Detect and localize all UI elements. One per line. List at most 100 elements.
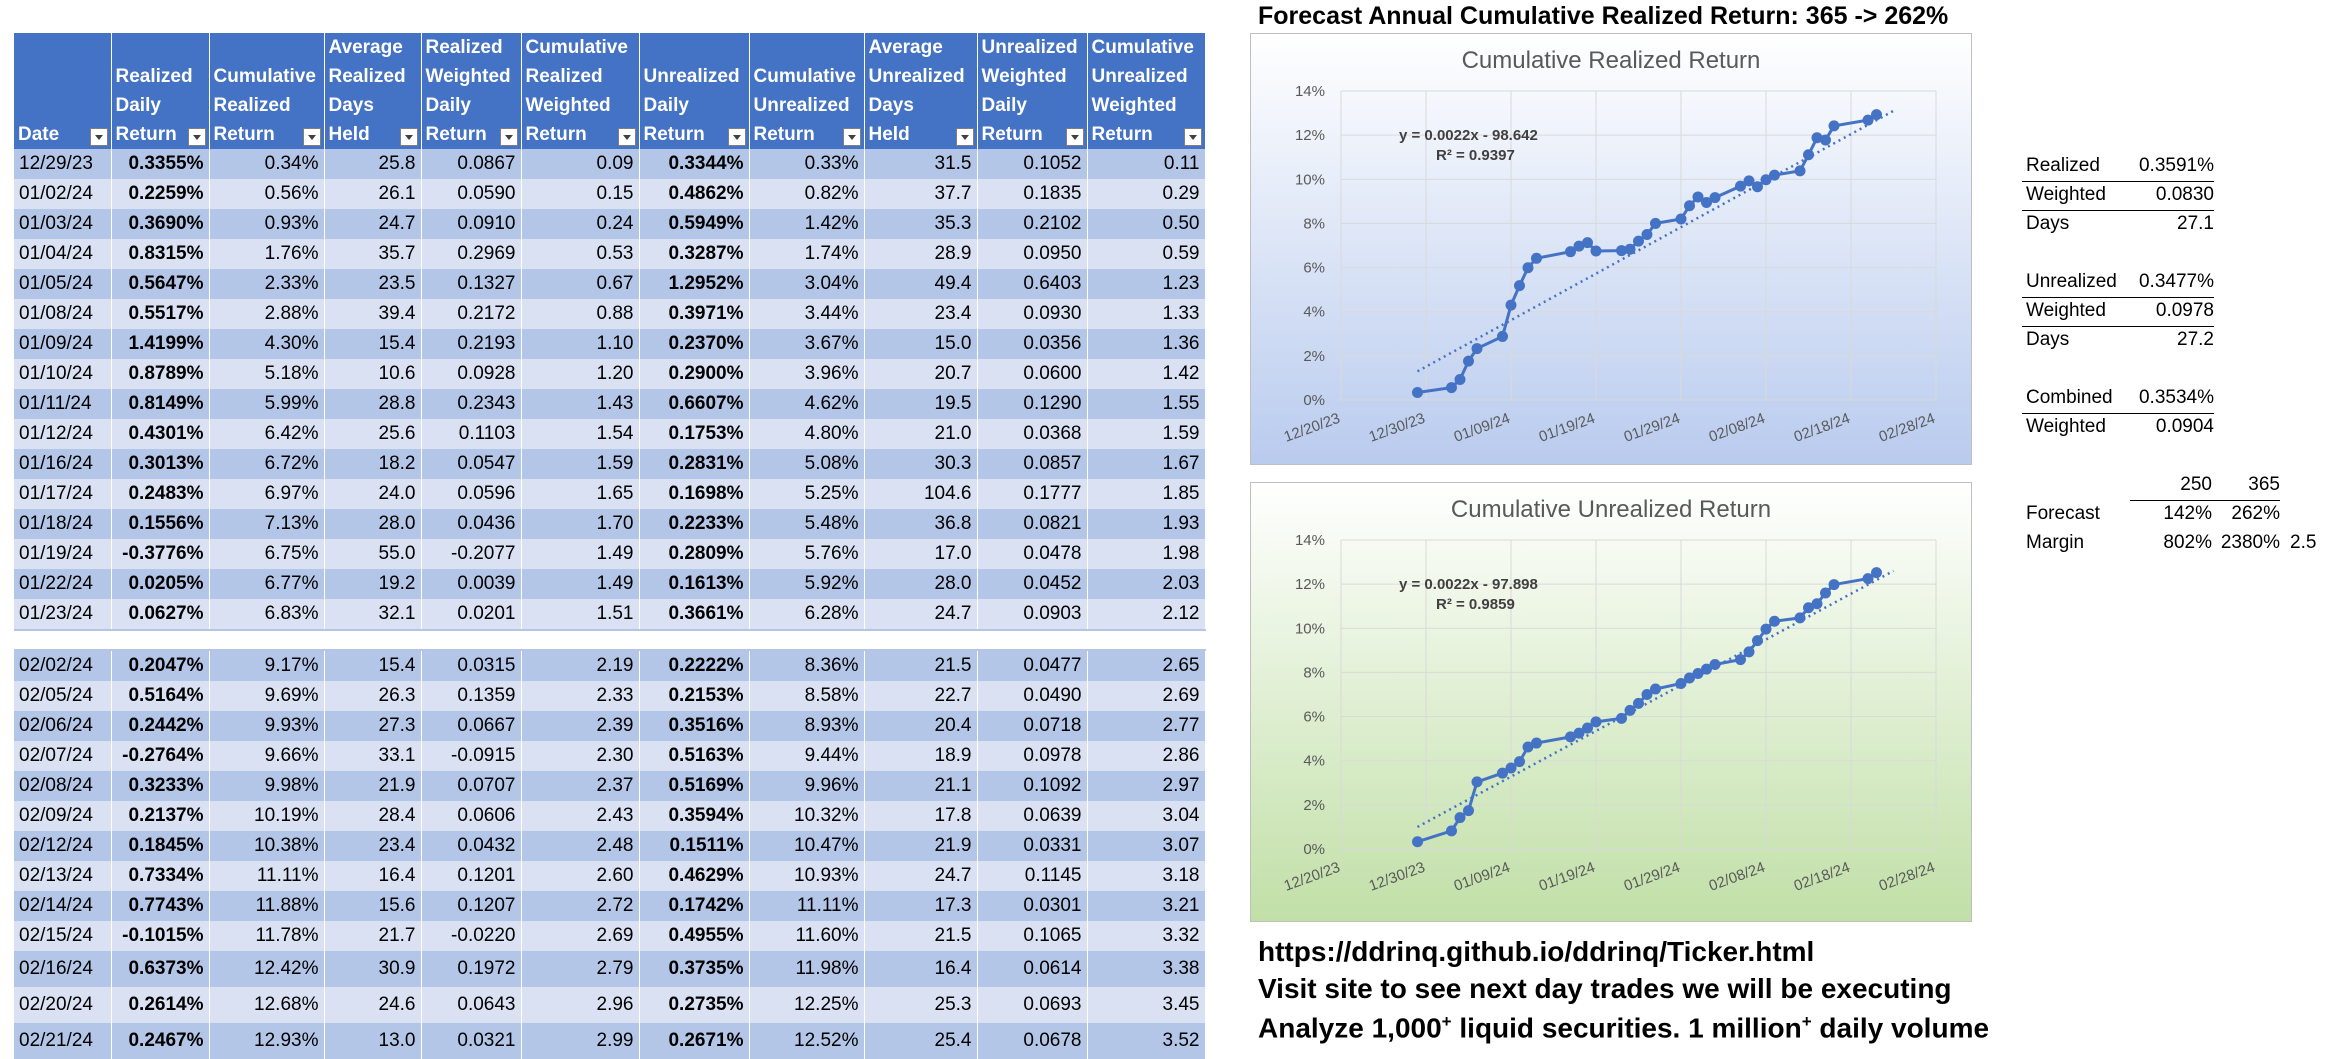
table-cell[interactable]: 23.4 [864,299,978,329]
table-cell[interactable]: 39.4 [324,299,422,329]
data-point[interactable] [1752,181,1763,193]
table-cell[interactable]: 0.0478 [977,539,1088,569]
table-cell[interactable]: 0.0590 [421,179,522,209]
table-cell[interactable]: 0.0978 [977,741,1088,771]
table-cell[interactable]: 0.2172 [421,299,522,329]
table-cell[interactable]: 0.4301% [111,419,210,449]
table-cell[interactable]: 1.49 [521,569,640,599]
table-cell[interactable]: 0.6403 [977,269,1088,299]
table-cell[interactable]: 0.0432 [421,831,522,861]
table-cell[interactable]: 3.45 [1087,987,1206,1023]
table-cell[interactable]: 24.0 [324,479,422,509]
table-cell[interactable]: 36.8 [864,509,978,539]
table-cell[interactable]: 0.82% [749,179,865,209]
data-point[interactable] [1794,612,1806,624]
table-cell[interactable]: 0.5647% [111,269,210,299]
table-cell[interactable]: 27.3 [324,711,422,741]
table-cell[interactable]: 17.8 [864,801,978,831]
table-cell[interactable]: 01/19/24 [14,539,112,569]
data-point[interactable] [1871,109,1882,121]
table-cell[interactable]: 0.3661% [639,599,750,630]
data-point[interactable] [1794,165,1806,177]
table-cell[interactable]: 0.1511% [639,831,750,861]
data-point[interactable] [1701,663,1712,675]
table-cell[interactable]: 12.25% [749,987,865,1023]
table-row[interactable]: 01/19/24 -0.3776% 6.75% 55.0 -0.2077 1.49 0.28… [14,539,1206,569]
data-point[interactable] [1650,217,1661,229]
table-cell[interactable]: 0.2831% [639,449,750,479]
table-cell[interactable]: 6.42% [209,419,325,449]
table-cell[interactable]: 15.4 [324,329,422,359]
table-cell[interactable]: 2.37 [521,771,640,801]
table-cell[interactable]: 0.1972 [421,951,522,987]
table-cell[interactable]: 2.65 [1087,650,1206,681]
table-cell[interactable]: 2.48 [521,831,640,861]
table-cell[interactable]: 28.4 [324,801,422,831]
data-point[interactable] [1412,836,1423,848]
data-point[interactable] [1701,196,1712,208]
table-cell[interactable]: 0.0490 [977,681,1088,711]
table-cell[interactable]: 0.1065 [977,921,1088,951]
table-cell[interactable]: 0.59 [1087,239,1206,269]
table-cell[interactable]: 02/05/24 [14,681,112,711]
table-cell[interactable]: 1.55 [1087,389,1206,419]
data-point[interactable] [1573,727,1585,739]
table-cell[interactable]: 28.0 [864,569,978,599]
table-cell[interactable]: 0.3355% [111,149,210,179]
table-cell[interactable]: 6.83% [209,599,325,630]
table-row[interactable]: 02/02/24 0.2047% 9.17% 15.4 0.0315 2.19 0.2222… [14,650,1206,681]
table-cell[interactable]: 13.0 [324,1023,422,1059]
table-cell[interactable]: 0.0693 [977,987,1088,1023]
table-row[interactable]: 01/04/24 0.8315% 1.76% 35.7 0.2969 0.53 0.3287… [14,239,1206,269]
table-cell[interactable]: 11.88% [209,891,325,921]
table-cell[interactable]: 10.19% [209,801,325,831]
table-cell[interactable]: 17.0 [864,539,978,569]
table-cell[interactable]: 16.4 [864,951,978,987]
table-cell[interactable]: 2.77 [1087,711,1206,741]
table-row[interactable]: 01/10/24 0.8789% 5.18% 10.6 0.0928 1.20 0.2900… [14,359,1206,389]
table-cell[interactable]: 7.13% [209,509,325,539]
table-cell[interactable]: 0.1845% [111,831,210,861]
table-cell[interactable]: 0.0301 [977,891,1088,921]
data-point[interactable] [1692,191,1704,203]
data-point[interactable] [1820,587,1831,599]
data-point[interactable] [1641,689,1653,700]
table-row[interactable]: 02/08/24 0.3233% 9.98% 21.9 0.0707 2.37 0.5169… [14,771,1206,801]
filter-dropdown-icon[interactable] [842,128,861,146]
table-cell[interactable]: 25.4 [864,1023,978,1059]
data-point[interactable] [1522,741,1534,753]
table-cell[interactable]: 5.08% [749,449,865,479]
table-cell[interactable]: 1.70 [521,509,640,539]
table-cell[interactable]: 2.19 [521,650,640,681]
table-cell[interactable]: 2.33 [521,681,640,711]
table-cell[interactable]: 2.72 [521,891,640,921]
data-point[interactable] [1582,722,1593,734]
table-cell[interactable]: 0.0368 [977,419,1088,449]
table-cell[interactable]: 24.7 [864,861,978,891]
table-cell[interactable]: 18.2 [324,449,422,479]
data-point[interactable] [1522,262,1534,274]
table-cell[interactable]: 0.5169% [639,771,750,801]
table-cell[interactable]: 5.18% [209,359,325,389]
table-cell[interactable]: 6.77% [209,569,325,599]
table-cell[interactable]: 0.4862% [639,179,750,209]
table-cell[interactable]: 0.0039 [421,569,522,599]
table-cell[interactable]: 0.0436 [421,509,522,539]
table-cell[interactable]: 0.0356 [977,329,1088,359]
table-cell[interactable]: 0.2193 [421,329,522,359]
table-cell[interactable]: 24.7 [324,209,422,239]
table-cell[interactable]: 21.5 [864,921,978,951]
table-cell[interactable]: 1.20 [521,359,640,389]
table-cell[interactable]: 0.5949% [639,209,750,239]
table-cell[interactable]: 4.62% [749,389,865,419]
table-row[interactable]: 01/05/24 0.5647% 2.33% 23.5 0.1327 0.67 1.2952… [14,269,1206,299]
table-cell[interactable]: 0.0867 [421,149,522,179]
table-cell[interactable]: 1.74% [749,239,865,269]
table-cell[interactable]: 4.80% [749,419,865,449]
table-cell[interactable]: 01/05/24 [14,269,112,299]
table-row[interactable]: 01/09/24 1.4199% 4.30% 15.4 0.2193 1.10 0.2370… [14,329,1206,359]
data-point[interactable] [1616,712,1627,724]
data-point[interactable] [1531,252,1542,264]
table-cell[interactable]: 12.93% [209,1023,325,1059]
table-cell[interactable]: 2.69 [1087,681,1206,711]
